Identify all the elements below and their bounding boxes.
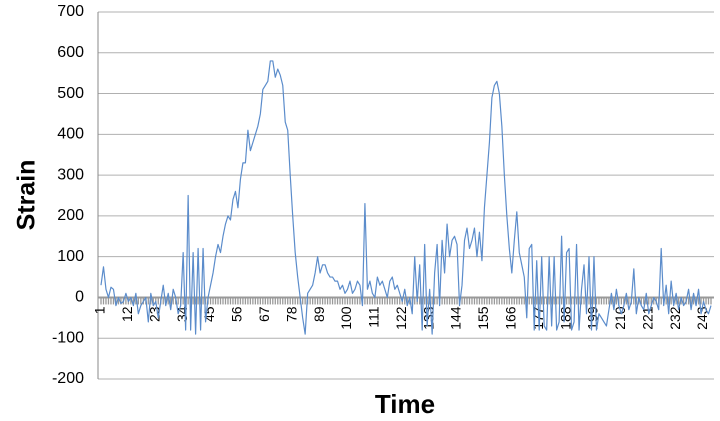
y-tick-label: -200 [52,370,84,387]
y-tick-label: 500 [57,85,84,102]
x-tick-label: 243 [694,306,710,330]
x-axis-title: Time [375,389,435,419]
x-tick-label: 122 [393,306,409,330]
x-tick-label: 34 [174,306,190,322]
x-tick-label: 210 [612,306,628,330]
x-tick-label: 166 [503,306,519,330]
x-tick-label: 100 [338,306,354,330]
data-line [100,60,712,335]
x-tick-label: 155 [475,306,491,330]
x-tick-label: 56 [229,306,245,322]
x-tick-label: 12 [119,306,135,322]
y-tick-label: 200 [57,207,84,224]
x-tick-label: 67 [256,306,272,322]
x-tick-label: 1 [92,306,108,314]
y-tick-label: 300 [57,166,84,183]
y-tick-label: 0 [75,289,84,306]
x-tick-label: 188 [557,306,573,330]
x-tick-label: 45 [201,306,217,322]
x-tick-label: 221 [639,306,655,330]
x-tick-label: 232 [667,306,683,330]
y-tick-label: 700 [57,3,84,20]
y-axis-title: Strain [13,160,41,231]
y-tick-label: 600 [57,44,84,61]
x-tick-label: 78 [283,306,299,322]
x-tick-label: 89 [311,306,327,322]
y-tick-label: 400 [57,126,84,143]
y-tick-label: -100 [52,329,84,346]
x-tick-label: 111 [366,306,382,327]
x-tick-label: 144 [448,306,464,330]
y-tick-label: 100 [57,248,84,265]
